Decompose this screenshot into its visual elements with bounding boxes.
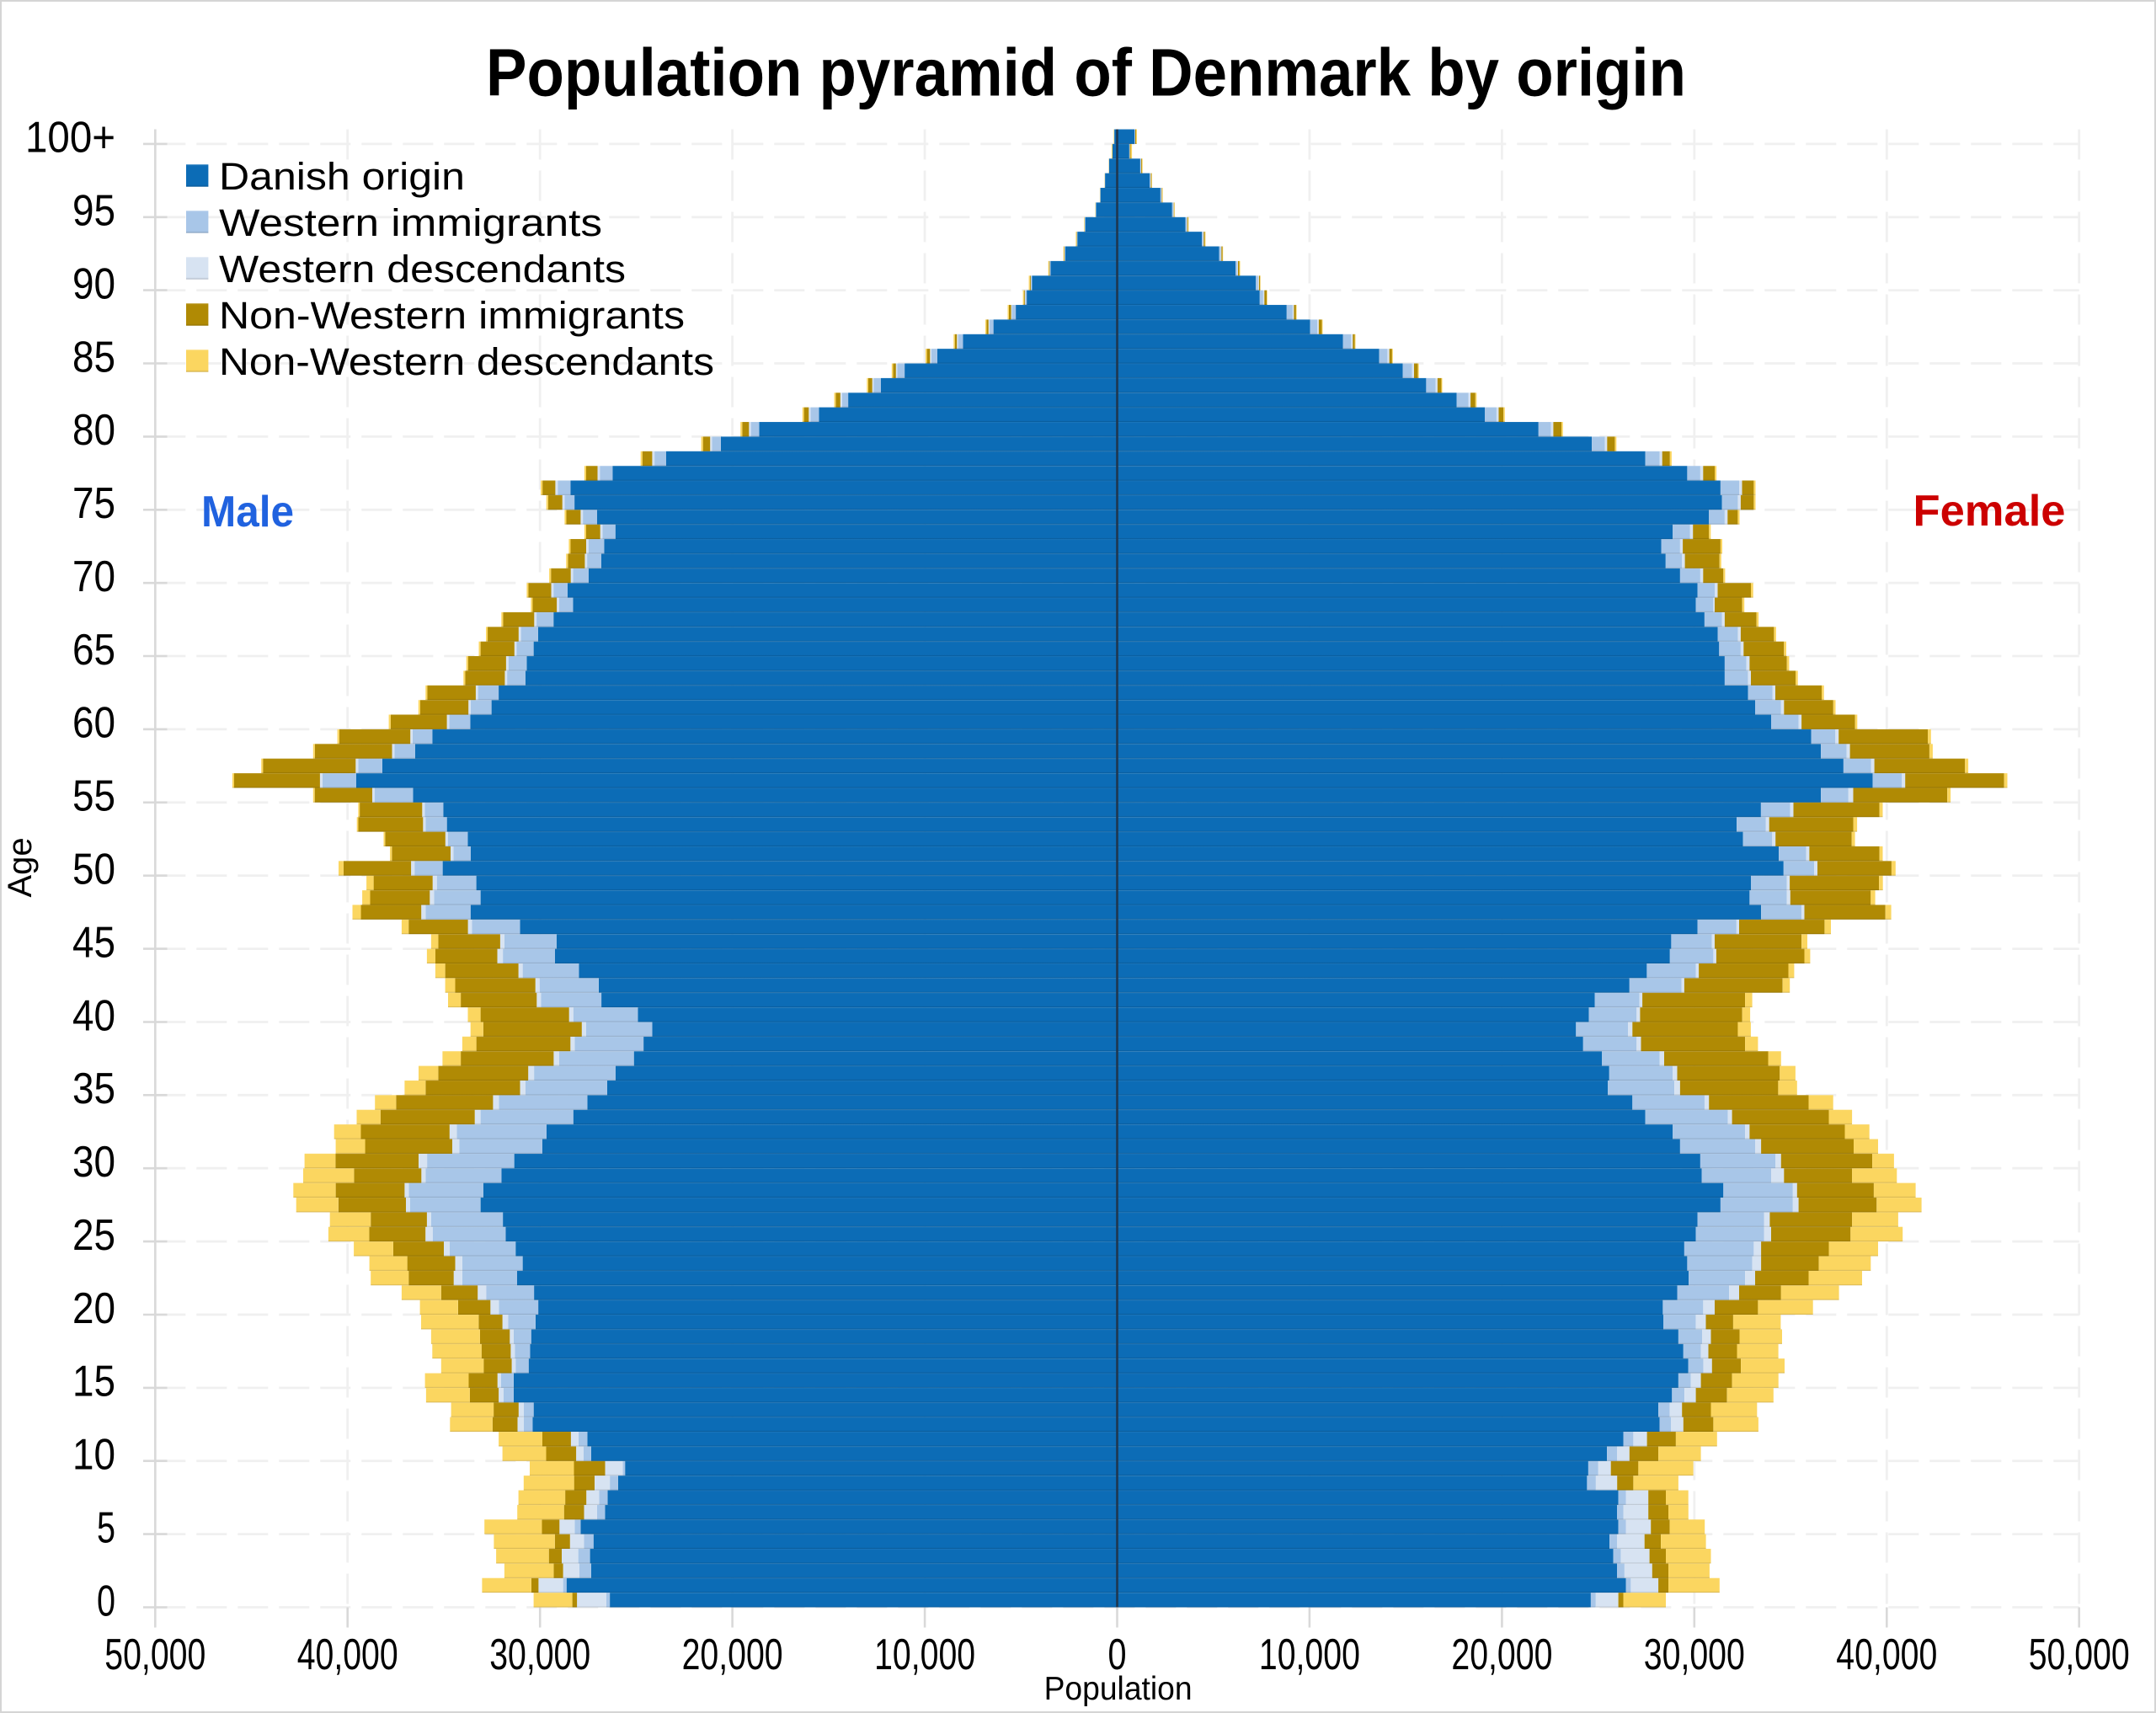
- svg-text:Population pyramid of Denmark: Population pyramid of Denmark by origin: [486, 35, 1686, 110]
- svg-text:Western descendants: Western descendants: [219, 248, 626, 291]
- svg-text:55: 55: [72, 772, 115, 821]
- svg-text:45: 45: [72, 918, 115, 967]
- svg-text:Danish origin: Danish origin: [219, 155, 465, 198]
- svg-text:0: 0: [97, 1577, 115, 1625]
- svg-text:Female: Female: [1913, 487, 2066, 536]
- svg-text:40,000: 40,000: [1836, 1630, 1937, 1679]
- svg-text:Western immigrants: Western immigrants: [219, 201, 602, 244]
- svg-text:20: 20: [72, 1284, 115, 1333]
- svg-text:Population: Population: [1044, 1671, 1193, 1707]
- svg-text:20,000: 20,000: [682, 1630, 783, 1679]
- svg-text:35: 35: [72, 1065, 115, 1113]
- svg-text:100+: 100+: [25, 114, 115, 163]
- svg-text:0: 0: [1108, 1630, 1127, 1679]
- svg-text:80: 80: [72, 406, 115, 455]
- svg-text:85: 85: [72, 333, 115, 382]
- svg-text:Male: Male: [201, 488, 294, 536]
- svg-text:50,000: 50,000: [2029, 1630, 2130, 1679]
- svg-text:50: 50: [72, 846, 115, 894]
- svg-text:Non-Western immigrants: Non-Western immigrants: [219, 294, 685, 337]
- svg-text:25: 25: [72, 1211, 115, 1260]
- svg-text:5: 5: [97, 1503, 115, 1552]
- svg-text:60: 60: [72, 699, 115, 748]
- svg-text:30,000: 30,000: [489, 1630, 590, 1679]
- svg-text:20,000: 20,000: [1451, 1630, 1552, 1679]
- svg-text:50,000: 50,000: [104, 1630, 205, 1679]
- svg-text:90: 90: [72, 260, 115, 309]
- svg-text:65: 65: [72, 626, 115, 675]
- svg-text:10,000: 10,000: [874, 1630, 975, 1679]
- svg-text:15: 15: [72, 1358, 115, 1406]
- svg-text:10,000: 10,000: [1259, 1630, 1360, 1679]
- svg-text:10: 10: [72, 1431, 115, 1480]
- svg-text:40,000: 40,000: [297, 1630, 398, 1679]
- svg-text:Non-Western descendants: Non-Western descendants: [219, 340, 714, 383]
- svg-text:75: 75: [72, 479, 115, 528]
- svg-text:Age: Age: [2, 837, 39, 897]
- svg-text:30,000: 30,000: [1644, 1630, 1745, 1679]
- svg-text:70: 70: [72, 552, 115, 601]
- svg-text:40: 40: [72, 991, 115, 1040]
- svg-text:30: 30: [72, 1138, 115, 1187]
- svg-text:95: 95: [72, 187, 115, 236]
